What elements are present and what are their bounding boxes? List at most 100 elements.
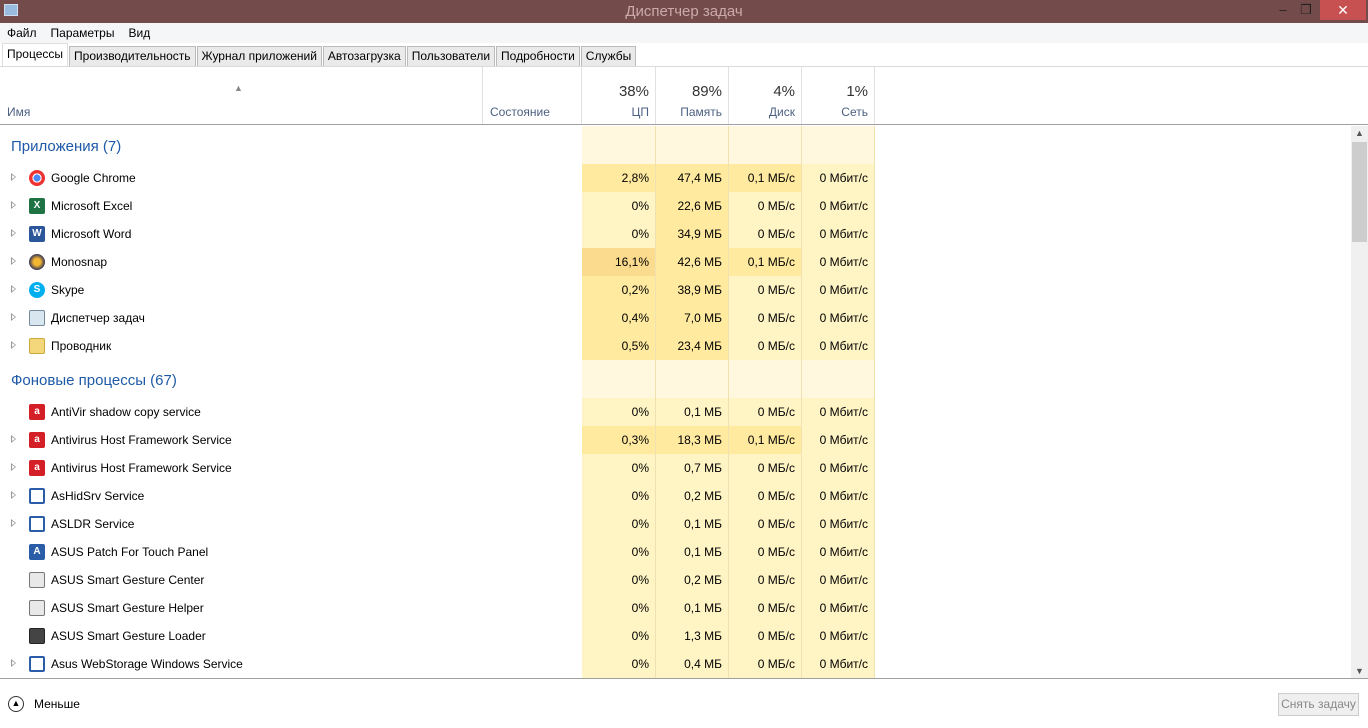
process-row[interactable]: Проводник 0,5% 23,4 МБ 0 МБ/с 0 Мбит/с bbox=[0, 332, 1350, 360]
scroll-down-icon[interactable]: ▼ bbox=[1355, 666, 1364, 676]
process-row[interactable]: Asus WebStorage Windows Service 0% 0,4 МБ 0… bbox=[0, 650, 1350, 678]
footer: ▲ Меньше Снять задачу bbox=[0, 678, 1368, 728]
column-status[interactable]: Состояние bbox=[483, 67, 582, 124]
column-disk[interactable]: 4% Диск bbox=[729, 67, 802, 124]
cpu-cell: 0,3% bbox=[582, 426, 656, 454]
network-cell: 0 Мбит/с bbox=[802, 276, 875, 304]
expand-icon[interactable] bbox=[11, 229, 16, 237]
memory-cell: 23,4 МБ bbox=[656, 332, 729, 360]
maximize-button[interactable]: ❐ bbox=[1300, 2, 1312, 17]
menu-bar: Файл Параметры Вид bbox=[0, 23, 1368, 43]
process-name: Monosnap bbox=[51, 255, 108, 269]
group-disk-cell bbox=[729, 360, 802, 398]
collapse-icon[interactable]: ▲ bbox=[8, 696, 24, 712]
group-header[interactable]: Фоновые процессы (67) bbox=[0, 360, 1350, 398]
memory-cell: 22,6 МБ bbox=[656, 192, 729, 220]
tab-users[interactable]: Пользователи bbox=[406, 46, 496, 66]
network-cell: 0 Мбит/с bbox=[802, 566, 875, 594]
column-name-label: Имя bbox=[7, 105, 31, 119]
process-name: Asus WebStorage Windows Service bbox=[51, 657, 243, 671]
expand-icon[interactable] bbox=[11, 519, 16, 527]
column-network[interactable]: 1% Сеть bbox=[802, 67, 875, 124]
expand-icon[interactable] bbox=[11, 201, 16, 209]
tab-startup[interactable]: Автозагрузка bbox=[322, 46, 406, 66]
scrollbar-thumb[interactable] bbox=[1352, 142, 1367, 242]
memory-cell: 38,9 МБ bbox=[656, 276, 729, 304]
network-cell: 0 Мбит/с bbox=[802, 454, 875, 482]
process-row[interactable]: ASUS Smart Gesture Helper 0% 0,1 МБ 0 МБ/с 0… bbox=[0, 594, 1350, 622]
expand-icon[interactable] bbox=[11, 285, 16, 293]
process-row[interactable]: a AntiVir shadow copy service 0% 0,1 МБ 0 МБ… bbox=[0, 398, 1350, 426]
fewer-details-link[interactable]: Меньше bbox=[34, 697, 80, 711]
network-cell: 0 Мбит/с bbox=[802, 650, 875, 678]
process-name: Skype bbox=[51, 283, 85, 297]
column-memory[interactable]: 89% Память bbox=[656, 67, 729, 124]
menu-view[interactable]: Вид bbox=[128, 26, 151, 40]
window-icon bbox=[29, 656, 45, 672]
disk-cell: 0 МБ/с bbox=[729, 482, 802, 510]
process-name: ASUS Smart Gesture Center bbox=[51, 573, 205, 587]
expand-icon[interactable] bbox=[11, 257, 16, 265]
cpu-cell: 16,1% bbox=[582, 248, 656, 276]
process-list: Приложения (7) Google Chrome 2,8% 47,4 МБ 0,… bbox=[0, 126, 1350, 678]
word-icon: W bbox=[29, 226, 45, 242]
process-row[interactable]: Monosnap 16,1% 42,6 МБ 0,1 МБ/с 0 Мбит/с bbox=[0, 248, 1350, 276]
chrome-icon bbox=[29, 170, 45, 186]
group-header[interactable]: Приложения (7) bbox=[0, 126, 1350, 164]
process-row[interactable]: Диспетчер задач 0,4% 7,0 МБ 0 МБ/с 0 Мбит/с bbox=[0, 304, 1350, 332]
memory-cell: 0,2 МБ bbox=[656, 566, 729, 594]
window-title: Диспетчер задач bbox=[625, 3, 743, 20]
tab-services[interactable]: Службы bbox=[580, 46, 637, 66]
memory-cell: 1,3 МБ bbox=[656, 622, 729, 650]
cpu-cell: 0% bbox=[582, 398, 656, 426]
process-row[interactable]: S Skype 0,2% 38,9 МБ 0 МБ/с 0 Мбит/с bbox=[0, 276, 1350, 304]
process-row[interactable]: AsHidSrv Service 0% 0,2 МБ 0 МБ/с 0 Мбит/с bbox=[0, 482, 1350, 510]
expand-icon[interactable] bbox=[11, 341, 16, 349]
expand-icon[interactable] bbox=[11, 173, 16, 181]
close-button[interactable]: ✕ bbox=[1320, 0, 1366, 20]
disk-cell: 0 МБ/с bbox=[729, 192, 802, 220]
disk-cell: 0,1 МБ/с bbox=[729, 248, 802, 276]
scroll-up-icon[interactable]: ▲ bbox=[1355, 128, 1364, 138]
memory-cell: 0,7 МБ bbox=[656, 454, 729, 482]
tab-app-history[interactable]: Журнал приложений bbox=[196, 46, 322, 66]
process-row[interactable]: X Microsoft Excel 0% 22,6 МБ 0 МБ/с 0 Мбит/с bbox=[0, 192, 1350, 220]
tab-bar: Процессы Производительность Журнал прило… bbox=[0, 43, 1368, 67]
process-row[interactable]: A ASUS Patch For Touch Panel 0% 0,1 МБ 0 МБ/… bbox=[0, 538, 1350, 566]
excel-icon: X bbox=[29, 198, 45, 214]
cpu-cell: 2,8% bbox=[582, 164, 656, 192]
process-row[interactable]: a Antivirus Host Framework Service 0,3% 18,… bbox=[0, 426, 1350, 454]
disk-cell: 0 МБ/с bbox=[729, 454, 802, 482]
expand-icon[interactable] bbox=[11, 463, 16, 471]
column-name[interactable]: ▲ Имя bbox=[0, 67, 483, 124]
process-row[interactable]: Google Chrome 2,8% 47,4 МБ 0,1 МБ/с 0 Мбит/с bbox=[0, 164, 1350, 192]
skype-icon: S bbox=[29, 282, 45, 298]
scrollbar[interactable]: ▲ ▼ bbox=[1351, 126, 1368, 678]
end-task-button[interactable]: Снять задачу bbox=[1278, 693, 1359, 716]
tab-processes[interactable]: Процессы bbox=[2, 43, 69, 66]
menu-file[interactable]: Файл bbox=[7, 26, 37, 40]
tab-performance[interactable]: Производительность bbox=[69, 46, 196, 66]
expand-icon[interactable] bbox=[11, 313, 16, 321]
process-row[interactable]: ASLDR Service 0% 0,1 МБ 0 МБ/с 0 Мбит/с bbox=[0, 510, 1350, 538]
disk-cell: 0 МБ/с bbox=[729, 332, 802, 360]
memory-total: 89% bbox=[691, 83, 722, 100]
window-icon bbox=[29, 488, 45, 504]
expand-icon[interactable] bbox=[11, 491, 16, 499]
title-bar: Диспетчер задач – ❐ ✕ bbox=[0, 0, 1368, 23]
avira-icon: a bbox=[29, 432, 45, 448]
process-name: ASUS Patch For Touch Panel bbox=[51, 545, 209, 559]
group-memory-cell bbox=[656, 360, 729, 398]
menu-options[interactable]: Параметры bbox=[50, 26, 115, 40]
process-row[interactable]: ASUS Smart Gesture Center 0% 0,2 МБ 0 МБ/с 0… bbox=[0, 566, 1350, 594]
sort-up-icon: ▲ bbox=[234, 83, 243, 93]
minimize-button[interactable]: – bbox=[1279, 2, 1287, 17]
process-row[interactable]: a Antivirus Host Framework Service 0% 0,7 М… bbox=[0, 454, 1350, 482]
memory-cell: 18,3 МБ bbox=[656, 426, 729, 454]
tab-details[interactable]: Подробности bbox=[496, 46, 580, 66]
column-cpu[interactable]: 38% ЦП bbox=[582, 67, 656, 124]
expand-icon[interactable] bbox=[11, 659, 16, 667]
process-row[interactable]: W Microsoft Word 0% 34,9 МБ 0 МБ/с 0 Мбит/с bbox=[0, 220, 1350, 248]
process-row[interactable]: ASUS Smart Gesture Loader 0% 1,3 МБ 0 МБ/с 0… bbox=[0, 622, 1350, 650]
expand-icon[interactable] bbox=[11, 435, 16, 443]
